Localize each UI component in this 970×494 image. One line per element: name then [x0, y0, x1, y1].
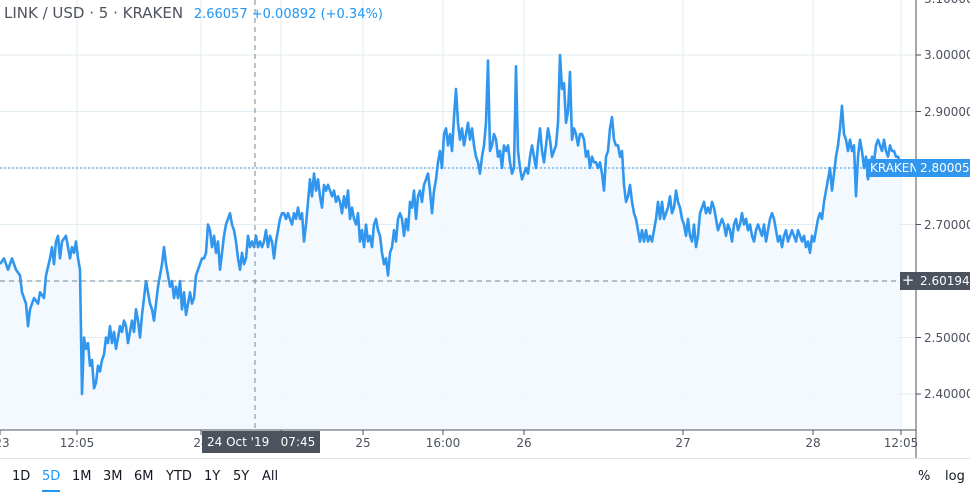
price-axis-label: 2.70000	[924, 217, 970, 232]
time-axis-label: 25	[355, 436, 371, 450]
price-axis-label: 2.90000	[924, 104, 970, 119]
price-change-percent: (+0.34%)	[320, 7, 383, 22]
timeframe-3m[interactable]: 3M	[103, 469, 123, 484]
last-price-axis-tag: 2.80005	[916, 159, 970, 177]
crosshair-time: 07:45	[280, 435, 316, 449]
symbol-title: LINK / USD · 5 · KRAKEN	[4, 4, 184, 22]
last-price: 2.66057	[193, 7, 248, 22]
timeframe-1d[interactable]: 1D	[12, 469, 31, 484]
timeframe-5d[interactable]: 5D	[42, 469, 61, 492]
last-price-tag: KRAKEN	[866, 159, 923, 177]
time-axis-label: 16:00	[425, 436, 461, 450]
area-fill	[0, 55, 900, 430]
time-axis-label: 28	[805, 436, 821, 450]
time-axis-label: 27	[675, 436, 691, 450]
crosshair-date: 24 Oct '19	[207, 435, 270, 449]
timeframe-ytd[interactable]: YTD	[166, 469, 192, 484]
price-axis-label: 2.40000	[924, 387, 970, 401]
symbol-legend: LINK / USD · 5 · KRAKEN 2.66057 +0.00892…	[4, 4, 383, 22]
timeframe-6m[interactable]: 6M	[134, 469, 154, 484]
timeframe-all[interactable]: All	[262, 469, 279, 484]
price-line	[0, 53, 902, 396]
time-axis-label: 26	[516, 436, 532, 450]
time-axis-label: 23	[0, 436, 10, 450]
timeframe-5y[interactable]: 5Y	[233, 469, 250, 484]
timeframe-1y[interactable]: 1Y	[204, 469, 221, 484]
last-price-axis-value: 2.80005	[920, 161, 970, 175]
exchange-label: KRAKEN	[870, 161, 919, 175]
price-axis-label: 3.10000	[924, 0, 970, 6]
price-axis-label: 3.00000	[924, 48, 970, 62]
log-scale-toggle[interactable]: log	[945, 469, 965, 484]
crosshair-price-tag: 2.60194	[916, 272, 970, 290]
time-axis-label: 12:05	[883, 436, 919, 450]
crosshair-add-icon[interactable]: +	[900, 271, 916, 290]
price-change: +0.00892	[251, 7, 317, 22]
timeframe-1m[interactable]: 1M	[72, 469, 92, 484]
percent-scale-toggle[interactable]: %	[918, 469, 931, 484]
timeframe-bar: 1D 5D 1M 3M 6M YTD 1Y 5Y All % log	[0, 458, 970, 494]
crosshair-price-value: 2.60194	[920, 274, 970, 288]
crosshair-time-tag: 24 Oct '19 07:45	[202, 431, 321, 453]
price-axis-label: 2.50000	[924, 330, 970, 345]
time-axis-label: 12:05	[59, 436, 95, 450]
